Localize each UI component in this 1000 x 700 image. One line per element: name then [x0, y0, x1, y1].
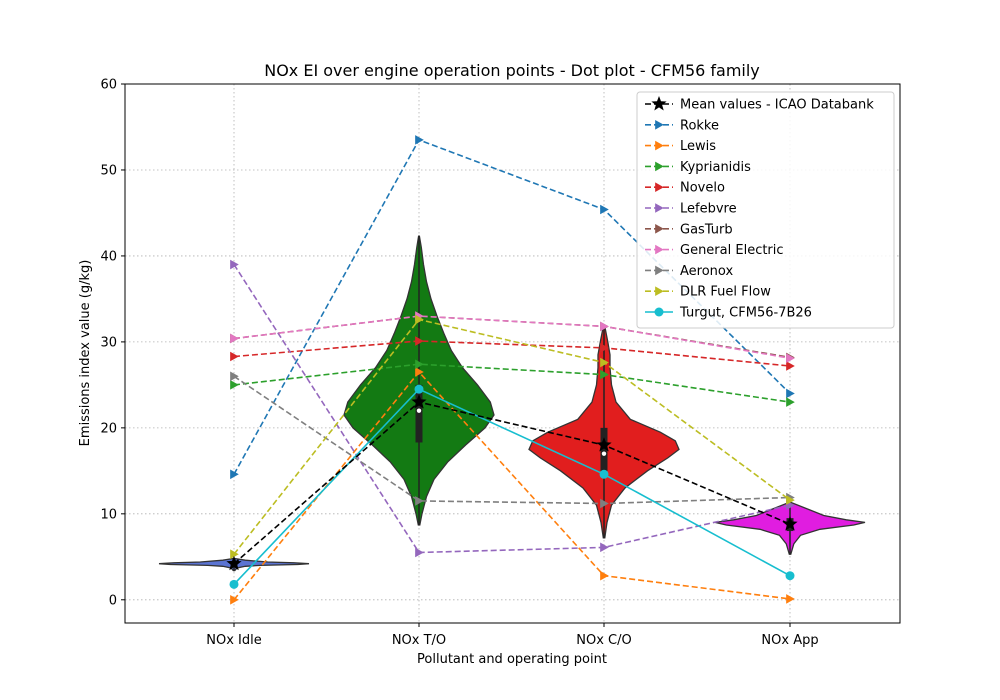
point-kyprianidis [415, 359, 424, 370]
point-general-electric [230, 333, 239, 344]
legend-label: Mean values - ICAO Databank [680, 98, 874, 113]
legend-marker [651, 96, 667, 111]
x-tick-label: NOx T/O [392, 633, 446, 648]
point-novelo [786, 361, 795, 371]
point-mean-values-icao-databank [411, 394, 427, 409]
series-line-lewis [233, 370, 791, 601]
point-dlr-fuel-flow [415, 314, 424, 325]
point-lewis [230, 594, 239, 605]
y-tick-label: 40 [100, 249, 117, 264]
legend-label: Novelo [680, 181, 725, 196]
series-line-mean-values-icao-databank [233, 401, 791, 565]
legend-marker [655, 120, 664, 130]
point-rokke [600, 204, 609, 215]
violin-median [601, 451, 607, 456]
legend-marker [655, 140, 664, 151]
plot-frame [124, 83, 901, 624]
x-tick-label: NOx App [761, 633, 818, 648]
point-novelo [230, 351, 239, 362]
series-line-rokke [233, 138, 791, 475]
legend-label: Kyprianidis [680, 160, 751, 175]
legend-label: GasTurb [680, 222, 733, 237]
series-line-dlr-fuel-flow [233, 318, 791, 555]
axes: 0 10 20 30 40 50 60 NOx Idle NOx T/O NOx C/O NOx A… [100, 78, 818, 649]
point-mean-values-icao-databank [226, 555, 242, 571]
point-lefebvre [230, 259, 239, 270]
point-lewis [600, 570, 609, 581]
y-tick-label: 0 [109, 593, 117, 608]
point-general-electric [786, 353, 795, 364]
violin-iqr-box [415, 384, 423, 443]
series-lines [226, 135, 798, 605]
legend-label: DLR Fuel Flow [680, 285, 771, 300]
point-lewis [415, 367, 424, 377]
legend-marker [654, 307, 664, 317]
legend-label: Rokke [680, 118, 719, 133]
series-line-lefebvre [233, 264, 791, 554]
x-tick-label: NOx Idle [206, 633, 261, 648]
y-tick-label: 10 [100, 507, 117, 522]
legend-marker [655, 244, 664, 255]
point-mean-values-icao-databank [596, 437, 612, 452]
point-rokke [786, 388, 795, 399]
legend-marker [655, 224, 664, 234]
legend-label: Turgut, CFM56-7B26 [679, 306, 812, 321]
point-turgut-cfm56-7b26 [414, 384, 424, 394]
y-tick-label: 50 [100, 163, 117, 178]
point-aeronox [600, 498, 609, 509]
point-turgut-cfm56-7b26 [229, 579, 239, 589]
point-novelo [600, 343, 609, 353]
point-mean-values-icao-databank [782, 516, 798, 531]
y-tick-label: 60 [100, 78, 117, 93]
point-dlr-fuel-flow [230, 549, 239, 560]
legend-label: Lewis [680, 139, 716, 154]
point-rokke [415, 135, 424, 145]
legend-label: Aeronox [680, 264, 733, 279]
legend-box [636, 91, 895, 329]
point-kyprianidis [786, 397, 795, 407]
y-tick-label: 30 [100, 335, 117, 350]
point-novelo [415, 336, 424, 346]
violin-iqr-box [600, 427, 608, 471]
point-dlr-fuel-flow [786, 495, 795, 505]
violin-median [416, 408, 422, 413]
point-dlr-fuel-flow [600, 357, 609, 368]
legend-marker [655, 265, 664, 276]
legend-marker [655, 286, 664, 296]
legend-marker [655, 161, 664, 172]
point-lefebvre [600, 542, 609, 553]
legend-marker [655, 203, 664, 213]
point-rokke [230, 469, 239, 480]
point-aeronox [415, 496, 424, 506]
series-line-aeronox [233, 375, 791, 505]
y-tick-label: 20 [100, 421, 117, 436]
legend-label: General Electric [680, 243, 784, 258]
legend-label: Lefebvre [680, 202, 737, 217]
x-tick-label: NOx C/O [576, 633, 631, 648]
point-kyprianidis [230, 380, 239, 390]
series-line-general-electric [233, 315, 791, 359]
point-turgut-cfm56-7b26 [599, 469, 609, 479]
x-axis-label: Pollutant and operating point [417, 652, 607, 667]
legend-marker [655, 182, 664, 192]
point-aeronox [230, 371, 239, 382]
point-general-electric [600, 321, 609, 332]
y-axis-label: Emissions index value (g/kg) [78, 260, 93, 447]
point-lewis [786, 594, 795, 604]
point-kyprianidis [600, 369, 609, 380]
series-line-turgut-cfm56-7b26 [233, 388, 791, 585]
point-lefebvre [415, 547, 424, 558]
point-turgut-cfm56-7b26 [785, 571, 795, 581]
legend: Mean values - ICAO Databank Rokke Lewis Kyp… [636, 91, 895, 329]
chart-title: NOx EI over engine operation points - Do… [264, 61, 760, 80]
series-line-kyprianidis [233, 363, 791, 403]
series-line-novelo [233, 340, 791, 367]
